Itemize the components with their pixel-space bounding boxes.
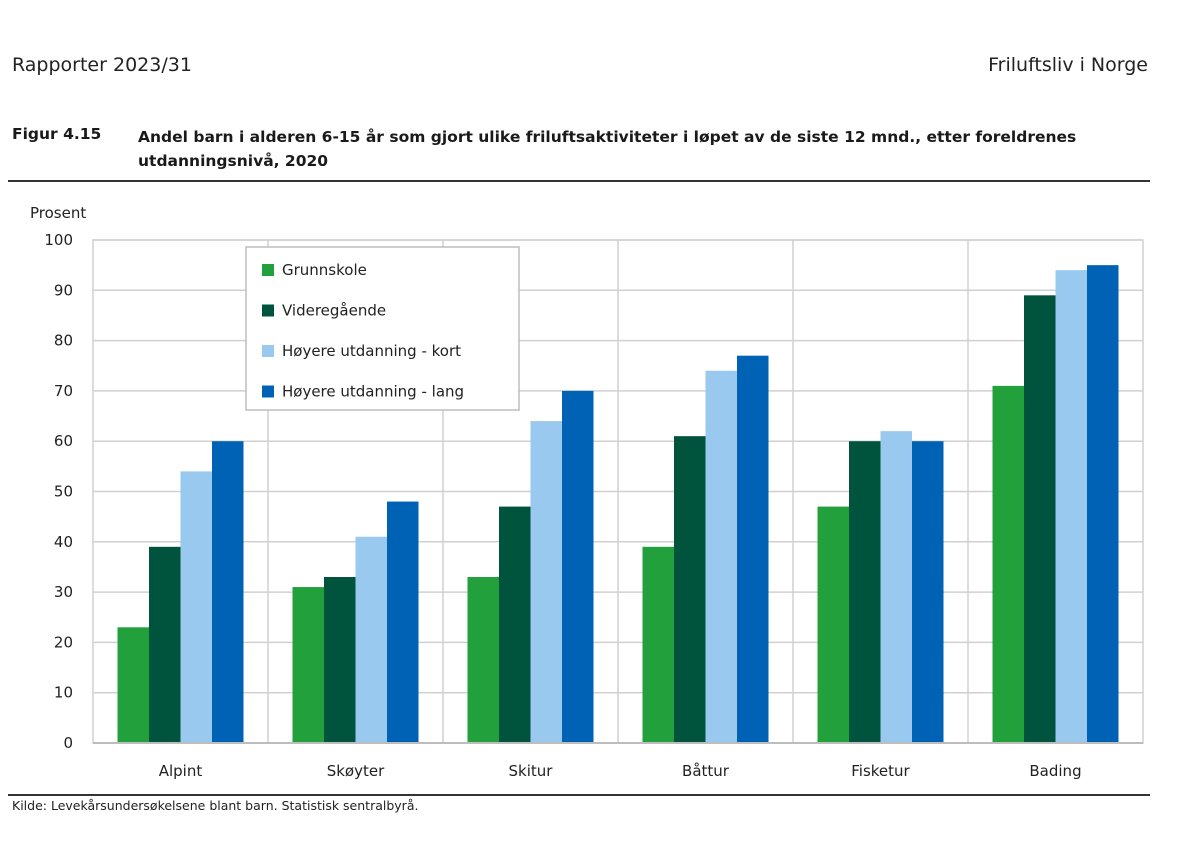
legend: Grunnskole Videregående Høyere utdanning -… (245, 246, 520, 411)
bar-h-yere-utdanning-kort-2 (530, 421, 562, 743)
bar-h-yere-utdanning-kort-3 (705, 370, 737, 743)
bar-grunnskole-0 (117, 627, 149, 743)
x-tick-label: Bading (1029, 762, 1081, 780)
x-tick-label: Båttur (682, 762, 730, 780)
bar-h-yere-utdanning-kort-0 (180, 471, 212, 743)
legend-swatch (262, 264, 274, 276)
bottom-rule (8, 794, 1150, 796)
bar-h-yere-utdanning-kort-4 (880, 431, 912, 743)
x-tick-label: Skitur (509, 762, 554, 780)
bar-videreg-ende-5 (1024, 295, 1056, 743)
bar-grunnskole-1 (292, 587, 324, 743)
legend-swatch (262, 304, 274, 317)
bar-h-yere-utdanning-lang-1 (387, 501, 419, 743)
bar-h-yere-utdanning-lang-5 (1087, 265, 1119, 743)
y-tick-label: 80 (54, 332, 73, 350)
bar-videreg-ende-3 (674, 436, 706, 743)
bar-grunnskole-2 (467, 577, 499, 743)
y-tick-label: 0 (63, 734, 73, 752)
legend-label: Videregående (282, 302, 386, 320)
source-note: Kilde: Levekårsundersøkelsene blant barn… (12, 798, 419, 813)
report-id: Rapporter 2023/31 (12, 54, 192, 76)
y-tick-label: 50 (54, 483, 73, 501)
y-tick-label: 10 (54, 684, 73, 702)
bar-grunnskole-3 (642, 546, 674, 743)
bar-h-yere-utdanning-lang-0 (212, 441, 244, 743)
bar-h-yere-utdanning-lang-3 (737, 355, 769, 743)
bar-h-yere-utdanning-kort-5 (1055, 270, 1087, 743)
figure-title: Andel barn i alderen 6-15 år som gjort u… (138, 128, 1077, 170)
axes: 0 10 20 30 40 50 60 70 80 90 100 Prosent Alpint Skøyt… (30, 204, 1143, 780)
figure-label: Figur 4.15 (12, 125, 102, 143)
bar-videreg-ende-4 (849, 441, 881, 743)
legend-swatch (262, 345, 274, 357)
y-tick-label: 60 (54, 432, 73, 450)
bar-videreg-ende-2 (499, 506, 531, 743)
y-tick-label: 100 (44, 231, 73, 249)
bars (117, 265, 1119, 743)
report-title: Friluftsliv i Norge (988, 54, 1148, 76)
legend-box (245, 246, 520, 411)
y-tick-label: 70 (54, 382, 73, 400)
legend-swatch (262, 385, 274, 398)
y-tick-label: 30 (54, 583, 73, 601)
bar-h-yere-utdanning-kort-1 (355, 536, 387, 743)
bar-h-yere-utdanning-lang-2 (562, 390, 594, 743)
bar-videreg-ende-0 (149, 546, 181, 743)
x-tick-label: Fisketur (851, 762, 910, 780)
y-tick-label: 90 (54, 281, 73, 299)
bar-videreg-ende-1 (324, 577, 356, 743)
legend-label: Grunnskole (282, 261, 367, 279)
x-tick-label: Skøyter (327, 762, 385, 780)
y-tick-label: 20 (54, 633, 73, 651)
y-axis-label: Prosent (30, 204, 86, 222)
bar-grunnskole-4 (817, 506, 849, 743)
legend-label: Høyere utdanning - lang (282, 383, 464, 401)
top-rule (8, 180, 1150, 182)
bar-grunnskole-5 (992, 385, 1024, 743)
x-tick-label: Alpint (159, 762, 203, 780)
bar-chart: 0 10 20 30 40 50 60 70 80 90 100 Prosent Alpint Skøyt… (30, 204, 1144, 780)
legend-label: Høyere utdanning - kort (282, 342, 461, 360)
y-tick-label: 40 (54, 533, 73, 551)
bar-h-yere-utdanning-lang-4 (912, 441, 944, 743)
